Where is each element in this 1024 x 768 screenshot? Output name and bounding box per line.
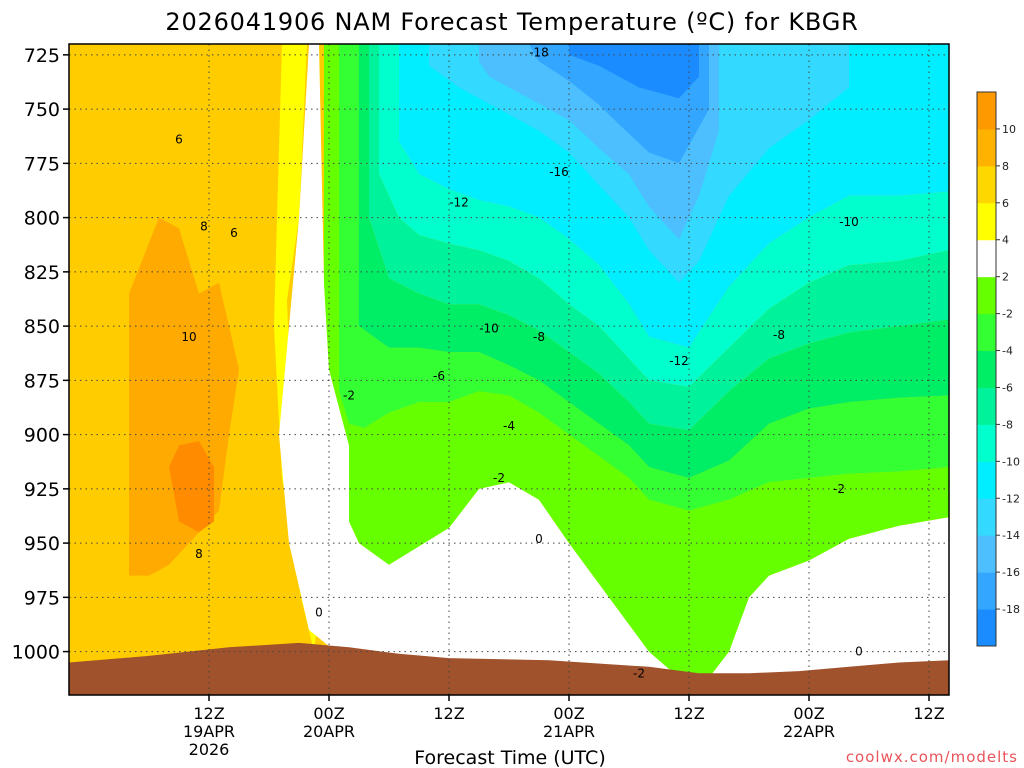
contour-label: -4: [503, 419, 515, 433]
contour-label: -12: [669, 354, 689, 368]
contour-label: -8: [533, 330, 545, 344]
colorbar-swatch: [977, 128, 996, 167]
colorbar-label: -18: [1002, 603, 1020, 616]
band-11: [369, 44, 949, 431]
y-axis: 725 750 775 800 825 850 875 900 925 950 975 1000: [12, 45, 69, 664]
y-tick-label: 925: [24, 479, 60, 501]
contour-label: -10: [839, 215, 859, 229]
colorbar-label: 2: [1002, 271, 1009, 284]
y-tick-label: 850: [24, 316, 60, 338]
colorbar-swatch: [977, 572, 996, 610]
colorbar-label: -6: [1002, 381, 1013, 394]
x-tick-label: 12Z: [433, 704, 464, 723]
colorbar-swatch: [977, 424, 996, 462]
colorbar-label: 6: [1002, 197, 1009, 210]
colorbar-swatch: [977, 350, 996, 388]
y-tick-label: 825: [24, 262, 60, 284]
colorbar-label: 4: [1002, 234, 1009, 247]
band-18: [69, 642, 949, 695]
colorbar-swatch: [977, 276, 996, 315]
y-tick-label: 1000: [12, 642, 60, 664]
contour-label: -10: [479, 321, 499, 335]
x-tick-label: 00Z: [793, 704, 824, 723]
colorbar-label: -4: [1002, 345, 1013, 358]
plot-frame: [68, 43, 950, 696]
contour-label: -12: [449, 195, 469, 209]
band-8: [324, 44, 949, 678]
colorbar-swatch: [977, 202, 996, 241]
colorbar-label: 10: [1002, 123, 1016, 136]
x-tick-label: 12Z: [913, 704, 944, 723]
y-tick-label: 725: [24, 45, 60, 67]
contour-label: -2: [633, 666, 645, 680]
x-tick-label: 2026: [189, 740, 230, 759]
colorbar-swatch: [977, 387, 996, 425]
colorbar-swatch: [977, 239, 996, 278]
x-tick-label: 00Z: [553, 704, 584, 723]
colorbar-label: 8: [1002, 160, 1009, 173]
y-tick-label: 800: [24, 208, 60, 230]
band-9: [339, 44, 949, 511]
colorbar-frame: [976, 91, 997, 647]
y-tick-label: 775: [24, 153, 60, 175]
x-tick-label: 12Z: [673, 704, 704, 723]
y-tick-label: 875: [24, 370, 60, 392]
x-tick-label: 19APR: [183, 722, 235, 741]
contour-label: 0: [855, 645, 863, 659]
x-tick-label: 21APR: [543, 722, 595, 741]
contour-label: -16: [549, 165, 569, 179]
contour-label: -18: [529, 46, 549, 60]
contour-label: 10: [181, 330, 196, 344]
colorbar-label: -8: [1002, 418, 1013, 431]
contour-label: -2: [343, 389, 355, 403]
contour-label: 0: [315, 606, 323, 620]
colorbar-swatch: [977, 165, 996, 204]
colorbar-swatch: [977, 313, 996, 352]
contour-label: 8: [195, 547, 203, 561]
band-10: [359, 44, 949, 478]
y-tick-label: 975: [24, 587, 60, 609]
colorbar-swatch: [977, 535, 996, 573]
temperature-bands: [69, 44, 949, 695]
colorbar-label: -14: [1002, 529, 1020, 542]
contour-label: -6: [433, 369, 445, 383]
x-tick-label: 22APR: [783, 722, 835, 741]
colorbar-swatch: [977, 498, 996, 536]
contour-label: -8: [773, 328, 785, 342]
contour-label: 6: [175, 132, 183, 146]
contour-label: 0: [535, 532, 543, 546]
contour-label: 6: [230, 226, 238, 240]
x-axis-label: Forecast Time (UTC): [414, 747, 605, 768]
colorbar-swatch: [977, 461, 996, 499]
band-3: [274, 44, 319, 652]
watermark: coolwx.com/modelts: [846, 748, 1018, 766]
y-tick-label: 750: [24, 99, 60, 121]
colorbar: -18 -16 -14 -12 -10 -8 -6 -4 -2 2 4 6 8 10: [976, 91, 1020, 647]
band-17: [569, 44, 699, 99]
colorbar-swatch: [977, 609, 996, 647]
x-tick-label: 20APR: [303, 722, 355, 741]
colorbar-label: -12: [1002, 492, 1020, 505]
y-tick-label: 900: [24, 425, 60, 447]
x-tick-label: 00Z: [313, 704, 344, 723]
contour-labels: -18 -16 -12 -12 -10 -10 -8 -8 -6 -4 -2 -2 -2 -2 0 0 0 8 6 8…: [175, 46, 863, 681]
contour-label: -2: [493, 471, 505, 485]
band-12: [379, 44, 949, 387]
colorbar-label: -16: [1002, 566, 1020, 579]
band-2: [169, 441, 214, 533]
colorbar-label: -10: [1002, 455, 1020, 468]
contour-label: -2: [833, 482, 845, 496]
y-tick-label: 950: [24, 533, 60, 555]
contour-label: 8: [200, 219, 208, 233]
band-7: [279, 44, 949, 685]
chart-title: 2026041906 NAM Forecast Temperature (ºC)…: [165, 8, 858, 36]
colorbar-swatch: [977, 92, 996, 130]
x-tick-label: 12Z: [193, 704, 224, 723]
gridlines: [69, 44, 949, 695]
colorbar-label: -2: [1002, 308, 1013, 321]
